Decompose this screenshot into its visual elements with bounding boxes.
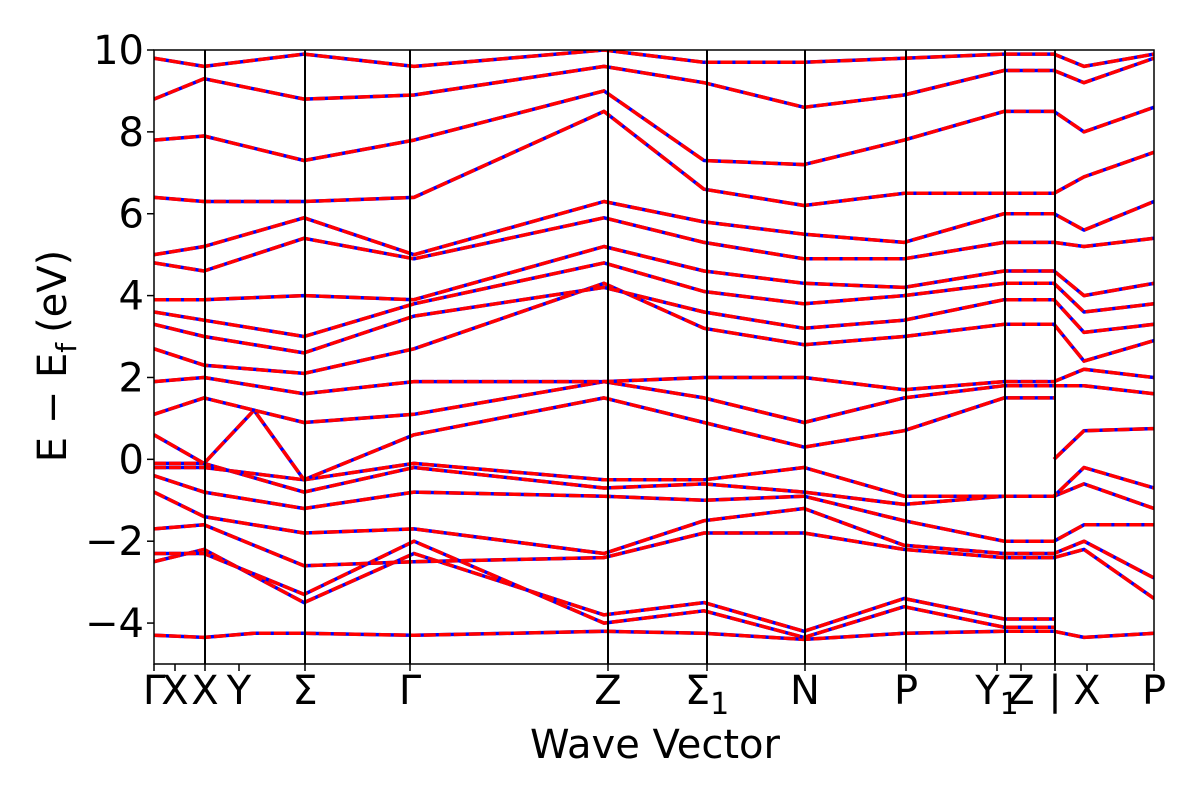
y-tick-label-1: −2 [85, 519, 144, 565]
band-15-red [154, 244, 1154, 302]
x-tick-label-4: Σ [292, 668, 317, 714]
x-tick-label-5: Γ [399, 668, 422, 714]
band-8-blue [154, 396, 1054, 482]
band-12-red [154, 281, 1154, 376]
band-2-red [154, 539, 1054, 640]
y-tick-label-4: 4 [119, 274, 144, 320]
y-tick-label-3: 2 [119, 355, 144, 401]
x-tick-label-9: P [894, 668, 918, 714]
bands-layer [154, 50, 1154, 642]
band-13-red [154, 285, 1154, 355]
y-tick-label-7: 10 [93, 28, 144, 74]
band-1-red [154, 547, 1054, 634]
band-5-red [154, 474, 1154, 543]
plot-frame [153, 49, 1155, 665]
x-tick-label-7: Σ1 [685, 668, 729, 722]
x-tick-label-2: X [191, 668, 218, 714]
band-9-red [1052, 426, 1154, 461]
band-3-red [154, 523, 1154, 600]
band-7-red [154, 461, 1154, 498]
band-6-red [154, 461, 1154, 511]
band-19-red [154, 89, 1154, 167]
x-tick-label-10: Y1 [974, 668, 1019, 722]
band-4-red [154, 490, 1154, 580]
y-tick-label-6: 8 [119, 110, 144, 156]
x-tick-label-8: N [790, 668, 820, 714]
band-8-red [154, 396, 1054, 482]
band-16-red [154, 216, 1154, 273]
band-1-blue [154, 547, 1054, 634]
x-tick-label-13: X [1073, 668, 1100, 714]
x-tick-label-1: X [161, 668, 188, 714]
y-tick-label-5: 6 [119, 192, 144, 238]
x-axis-ticks: ΓX X Y Σ Γ Z Σ1 N P Y1Z | X P [143, 664, 1166, 722]
x-tick-label-14: P [1142, 668, 1166, 714]
y-axis-ticks: −4 −2 0 2 4 6 8 10 [85, 28, 154, 647]
high-symmetry-lines [204, 50, 1056, 664]
band-11-red [154, 367, 1154, 396]
y-axis-label: E − Ef(eV) [30, 250, 83, 463]
band-21-red [154, 50, 1154, 69]
x-tick-label-11: Z [1007, 668, 1034, 714]
y-tick-label-0: −4 [85, 601, 144, 647]
band-17-red [154, 199, 1154, 257]
band-14-red [154, 261, 1154, 339]
y-tick-label-2: 0 [119, 437, 144, 483]
x-axis-label: Wave Vector [530, 722, 781, 768]
x-tick-label-12: | [1048, 668, 1061, 714]
x-tick-label-6: Z [594, 668, 621, 714]
band-18-red [154, 109, 1154, 208]
x-tick-label-0: Γ [143, 668, 166, 714]
x-tick-label-3: Y [226, 668, 252, 714]
band-20-red [154, 56, 1154, 110]
